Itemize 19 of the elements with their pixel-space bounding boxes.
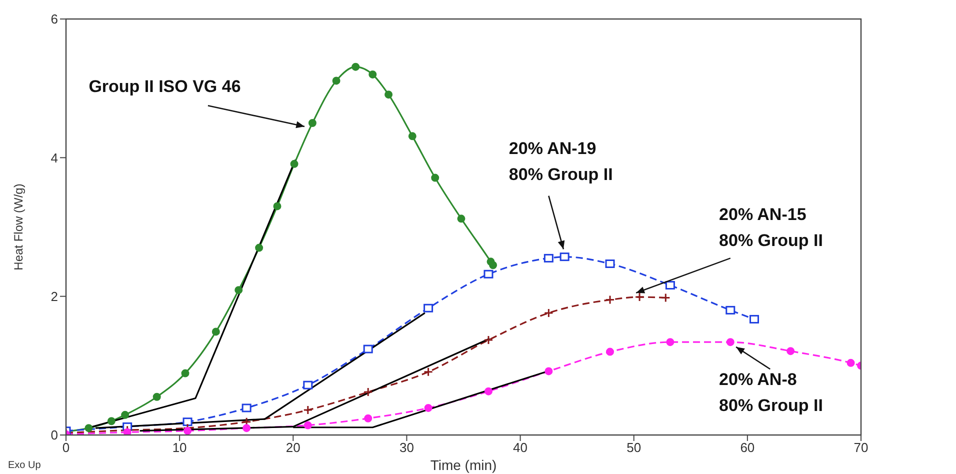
text: 20% AN-15 80% Group II [719, 205, 823, 250]
x-tick-label: 60 [740, 440, 755, 456]
y-tick-label: 4 [50, 150, 58, 166]
x-tick-label: 0 [62, 440, 70, 456]
x-tick-label: 40 [513, 440, 528, 456]
x-tick-label: 20 [286, 440, 300, 456]
x-tick-label: 50 [626, 440, 642, 456]
x-tick-label: 10 [172, 440, 187, 456]
x-tick-label: 30 [399, 440, 414, 456]
y-tick-label: 0 [50, 428, 58, 443]
y-tick-label: 2 [50, 288, 58, 304]
y-axis-title: Heat Flow (W/g) [11, 184, 26, 270]
x-tick-label: 70 [854, 440, 868, 456]
y-tick-label: 6 [50, 12, 58, 27]
x-axis-title: Time (min) [430, 457, 497, 473]
text: 20% AN-19 80% Group II [508, 139, 613, 184]
series-label: 20% AN-8 80% Group II [719, 370, 823, 416]
text: Group II ISO VG 46 [88, 76, 241, 96]
text: Exo Up [8, 460, 42, 471]
